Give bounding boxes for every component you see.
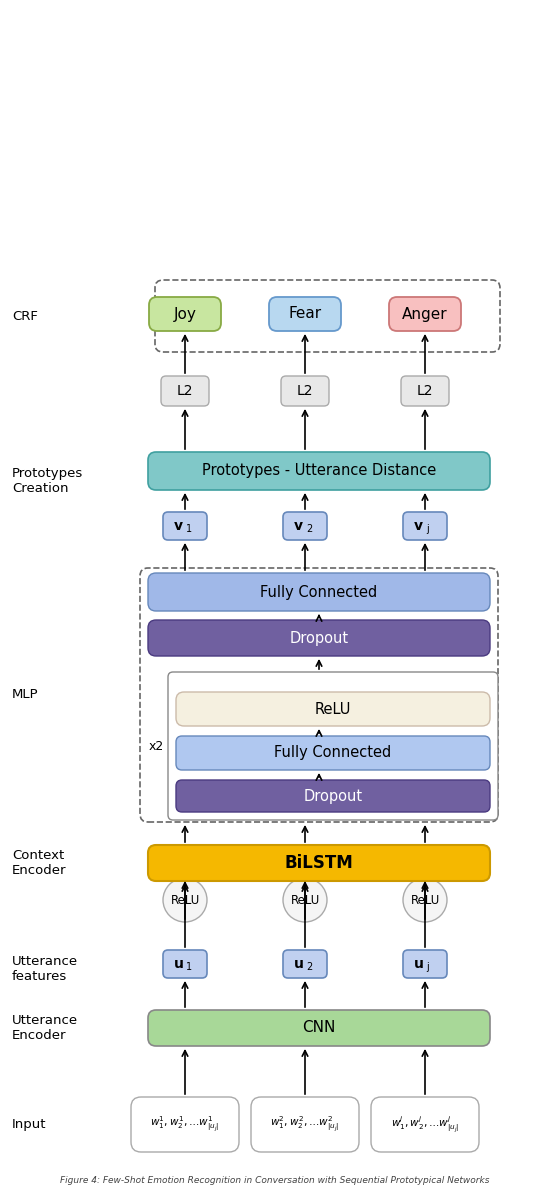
Text: CNN: CNN (302, 1020, 336, 1035)
Text: BiLSTM: BiLSTM (285, 854, 353, 872)
Text: Utterance
features: Utterance features (12, 955, 78, 983)
Text: Fear: Fear (288, 306, 322, 321)
Text: ReLU: ReLU (170, 893, 200, 906)
Text: Dropout: Dropout (304, 789, 362, 803)
Text: $w^j_1, w^j_2,\ldots w^j_{|u_j|}$: $w^j_1, w^j_2,\ldots w^j_{|u_j|}$ (390, 1115, 459, 1135)
FancyBboxPatch shape (251, 1097, 359, 1152)
Text: L2: L2 (177, 384, 193, 398)
FancyBboxPatch shape (148, 1010, 490, 1046)
FancyBboxPatch shape (131, 1097, 239, 1152)
Text: $\mathbf{v}$: $\mathbf{v}$ (293, 519, 304, 533)
Text: 2: 2 (306, 524, 312, 534)
Text: $w^2_1, w^2_2,\ldots w^2_{|u_j|}$: $w^2_1, w^2_2,\ldots w^2_{|u_j|}$ (270, 1115, 340, 1134)
Text: ReLU: ReLU (410, 893, 439, 906)
FancyBboxPatch shape (163, 512, 207, 540)
FancyBboxPatch shape (403, 512, 447, 540)
Text: Anger: Anger (402, 306, 448, 321)
Text: 1: 1 (186, 524, 192, 534)
FancyBboxPatch shape (148, 573, 490, 611)
Text: j: j (426, 524, 429, 534)
Text: $w^1_1, w^1_2,\ldots w^1_{|u_j|}$: $w^1_1, w^1_2,\ldots w^1_{|u_j|}$ (150, 1115, 220, 1134)
FancyBboxPatch shape (148, 620, 490, 656)
Text: $\mathbf{v}$: $\mathbf{v}$ (413, 519, 424, 533)
FancyBboxPatch shape (176, 691, 490, 726)
Text: 2: 2 (306, 962, 312, 973)
Text: $\mathbf{u}$: $\mathbf{u}$ (173, 957, 184, 971)
FancyBboxPatch shape (281, 376, 329, 406)
FancyBboxPatch shape (283, 512, 327, 540)
Text: ReLU: ReLU (290, 893, 320, 906)
Text: Prototypes
Creation: Prototypes Creation (12, 467, 83, 495)
Text: Fully Connected: Fully Connected (260, 585, 378, 599)
Text: MLP: MLP (12, 689, 39, 701)
FancyBboxPatch shape (269, 296, 341, 331)
Text: j: j (426, 962, 429, 973)
Text: Dropout: Dropout (289, 631, 349, 645)
Text: L2: L2 (297, 384, 313, 398)
FancyBboxPatch shape (148, 844, 490, 881)
Text: Utterance
Encoder: Utterance Encoder (12, 1014, 78, 1042)
Circle shape (403, 878, 447, 922)
FancyBboxPatch shape (401, 376, 449, 406)
Text: Joy: Joy (174, 306, 196, 321)
Text: Context
Encoder: Context Encoder (12, 849, 67, 876)
Text: x2: x2 (148, 740, 164, 752)
FancyBboxPatch shape (161, 376, 209, 406)
Text: $\mathbf{u}$: $\mathbf{u}$ (293, 957, 304, 971)
Text: Prototypes - Utterance Distance: Prototypes - Utterance Distance (202, 464, 436, 478)
Text: L2: L2 (417, 384, 433, 398)
FancyBboxPatch shape (148, 452, 490, 490)
FancyBboxPatch shape (176, 780, 490, 812)
FancyBboxPatch shape (283, 950, 327, 978)
FancyBboxPatch shape (163, 950, 207, 978)
Text: $\mathbf{u}$: $\mathbf{u}$ (413, 957, 424, 971)
Text: Figure 4: Few-Shot Emotion Recognition in Conversation with Sequential Prototypi: Figure 4: Few-Shot Emotion Recognition i… (60, 1177, 490, 1185)
Text: ReLU: ReLU (315, 701, 351, 716)
Text: CRF: CRF (12, 310, 38, 323)
FancyBboxPatch shape (176, 737, 490, 770)
Circle shape (163, 878, 207, 922)
Text: Input: Input (12, 1118, 47, 1131)
FancyBboxPatch shape (371, 1097, 479, 1152)
FancyBboxPatch shape (168, 672, 498, 820)
Text: 1: 1 (186, 962, 192, 973)
FancyBboxPatch shape (403, 950, 447, 978)
FancyBboxPatch shape (149, 296, 221, 331)
FancyBboxPatch shape (389, 296, 461, 331)
Text: $\mathbf{v}$: $\mathbf{v}$ (173, 519, 184, 533)
Text: Fully Connected: Fully Connected (274, 746, 392, 760)
Circle shape (283, 878, 327, 922)
